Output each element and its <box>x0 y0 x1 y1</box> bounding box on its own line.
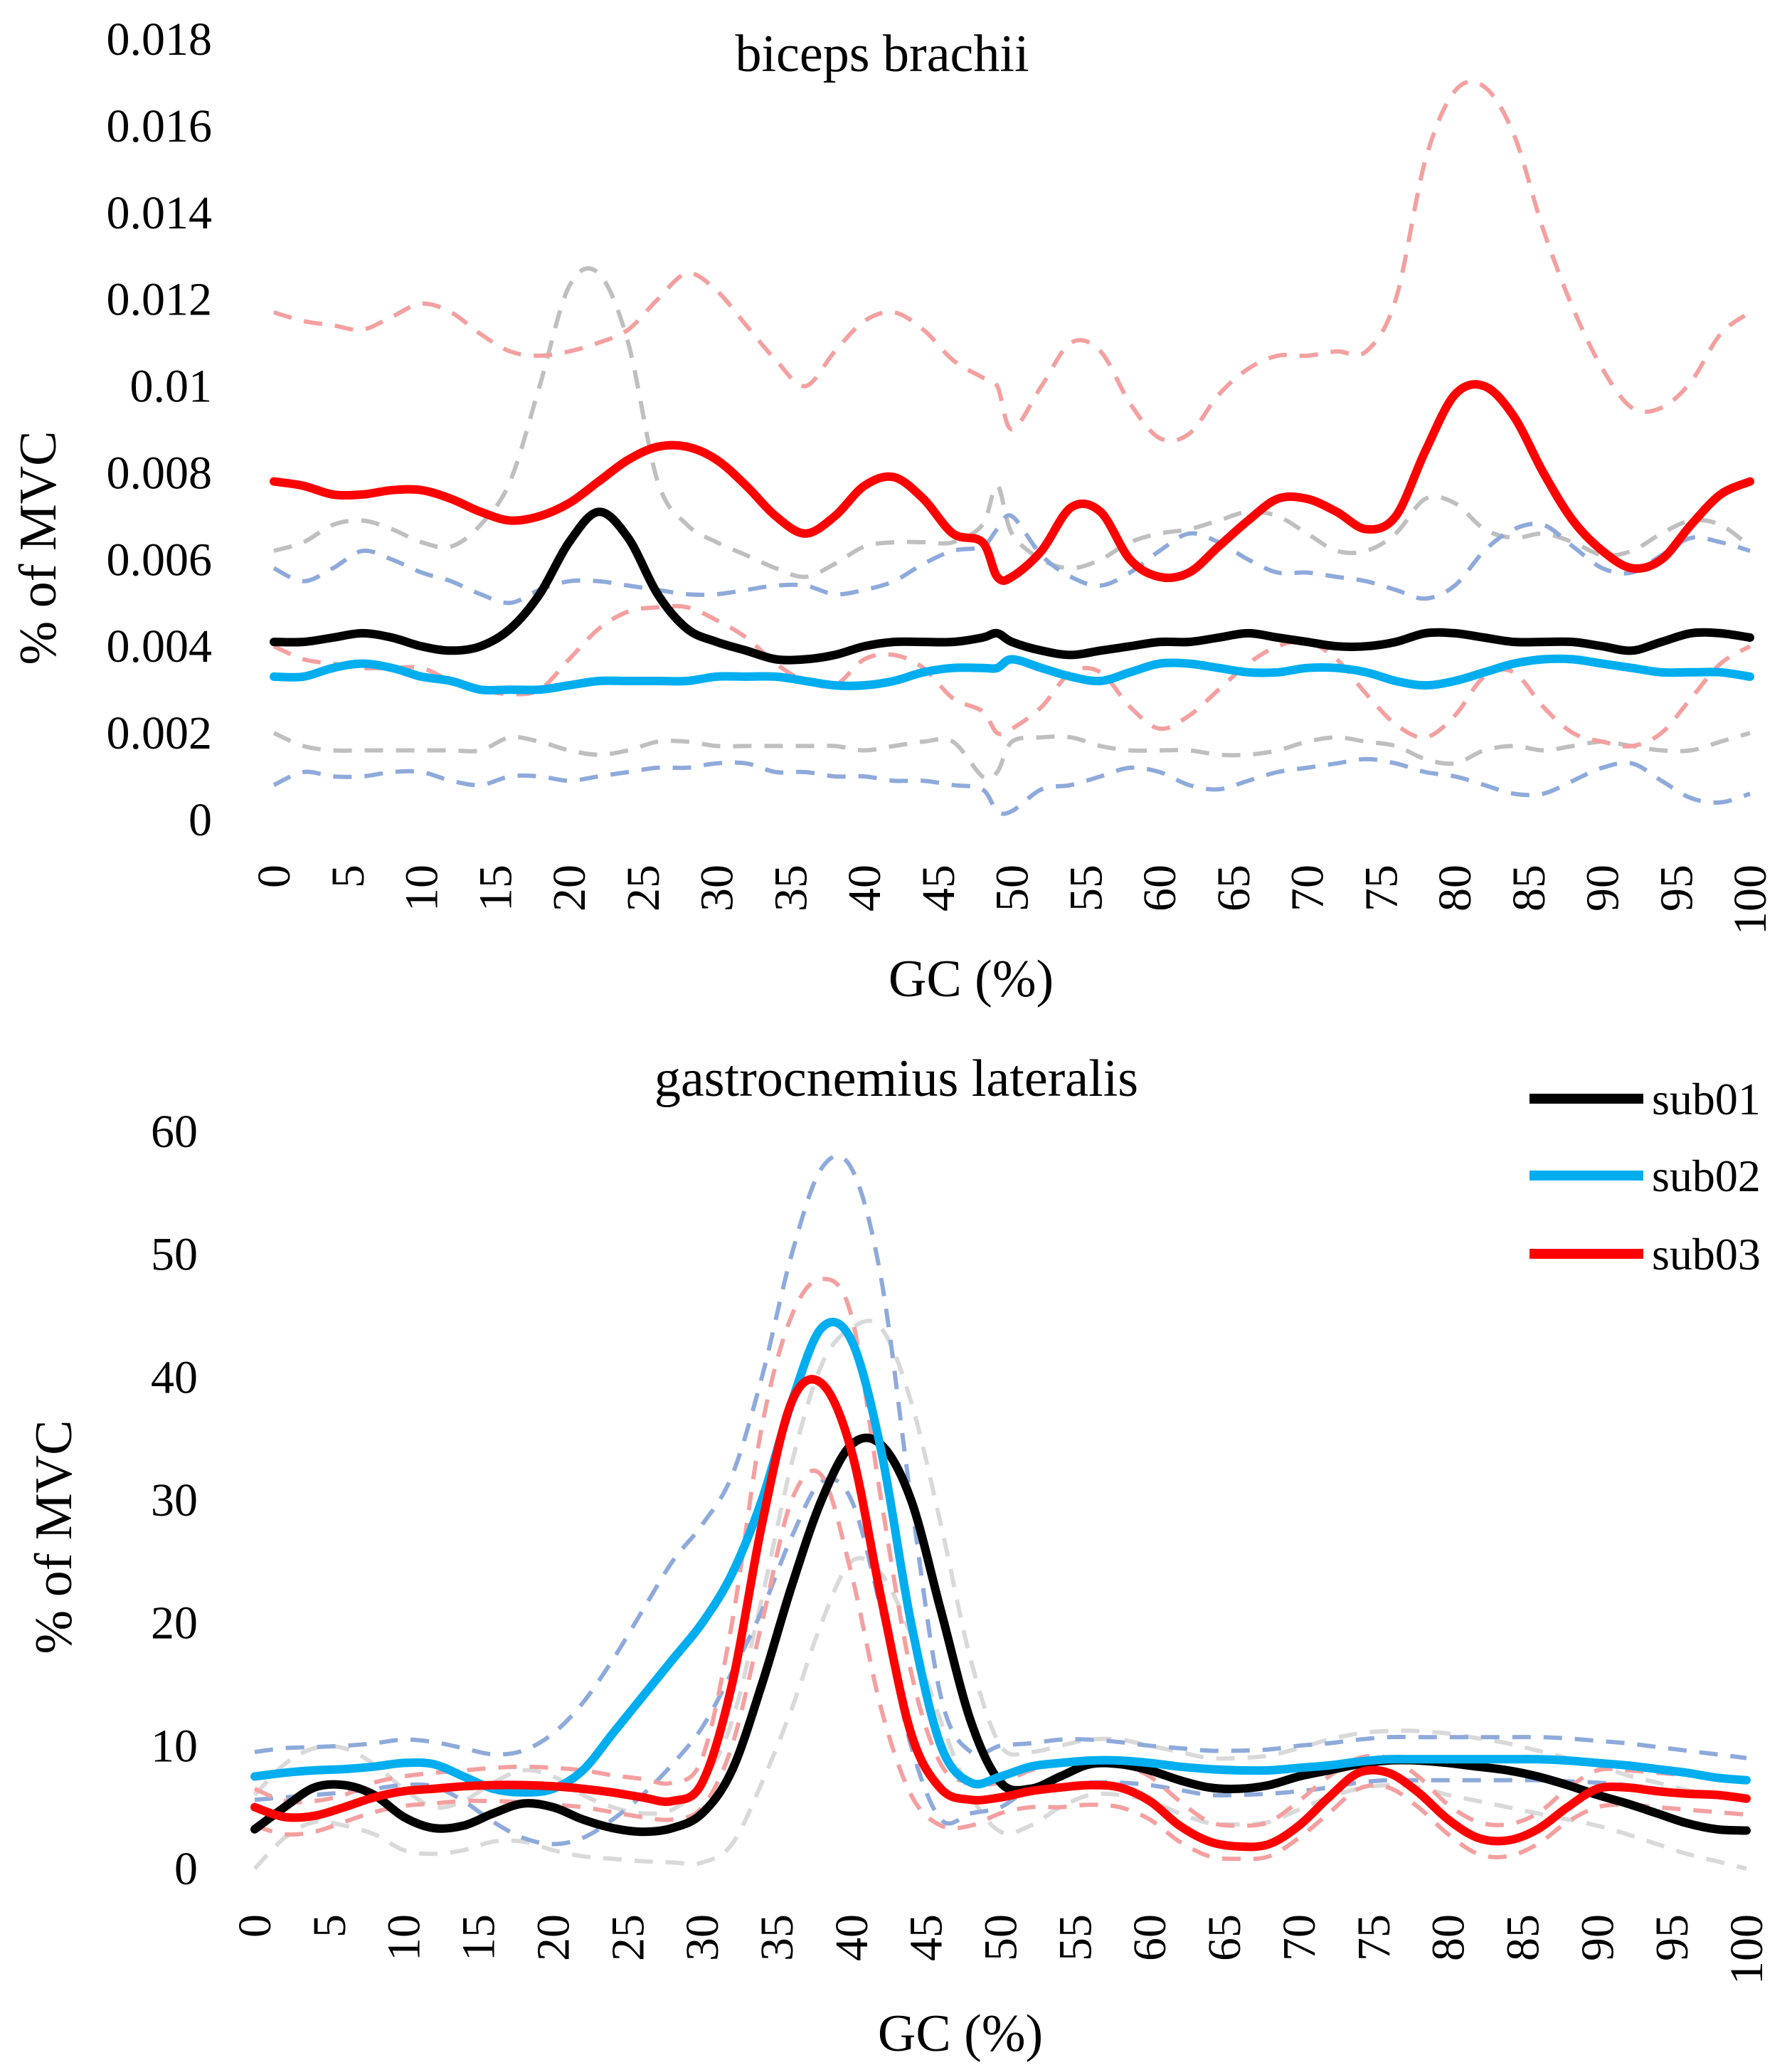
series-line-sub01-sd-upper <box>253 1319 1747 1816</box>
series-line-sub01 <box>270 507 1754 665</box>
x-tick-label: 65 <box>1199 1914 1251 1961</box>
x-tick-label: 95 <box>1650 865 1702 912</box>
y-tick-label: 0.004 <box>107 621 213 672</box>
series-line-sub03 <box>270 380 1754 586</box>
y-tick-label: 0 <box>189 794 212 846</box>
x-tick-labels: 0 5 10 15 20 25 30 35 40 45 50 55 60 65 70 75 80 85 90 95 10… <box>229 1914 1773 1985</box>
x-tick-label: 0 <box>229 1914 281 1938</box>
series-layer <box>270 79 1754 816</box>
x-tick-label: 10 <box>378 1914 430 1961</box>
y-tick-labels: 0 10 20 30 40 50 60 <box>151 1106 198 1895</box>
x-tick-label: 20 <box>527 1914 579 1961</box>
x-tick-label: 45 <box>901 1914 953 1961</box>
series-line-sub02 <box>250 1317 1751 1797</box>
x-tick-label: 55 <box>1060 865 1112 912</box>
series-line-sub02-sd-upper <box>272 513 1751 606</box>
x-tick-label: 35 <box>765 865 817 912</box>
x-tick-label: 75 <box>1348 1914 1400 1961</box>
x-tick-label: 80 <box>1429 865 1481 912</box>
x-tick-label: 15 <box>453 1914 505 1961</box>
y-tick-label: 0.01 <box>130 361 213 413</box>
y-tick-label: 0.006 <box>107 534 213 586</box>
y-tick-label: 0.012 <box>107 274 213 326</box>
x-tick-label: 20 <box>544 865 595 912</box>
x-axis-label: GC (%) <box>878 2005 1043 2063</box>
chart-title: gastrocnemius lateralis <box>654 1050 1138 1108</box>
x-tick-labels: 0 5 10 15 20 25 30 35 40 45 50 55 60 65 70 75 80 85 90 95 10… <box>248 865 1776 935</box>
x-tick-label: 60 <box>1134 865 1186 912</box>
x-tick-label: 25 <box>617 865 669 912</box>
x-tick-label: 75 <box>1355 865 1407 912</box>
y-tick-label: 40 <box>151 1351 198 1403</box>
legend: sub01 sub02 sub03 <box>1529 1074 1761 1279</box>
y-axis-label: % of MVC <box>9 431 68 665</box>
series-line-sub03-sd-lower <box>272 603 1751 749</box>
x-tick-label: 5 <box>304 1914 356 1938</box>
y-tick-label: 0.014 <box>107 187 213 239</box>
series-line-sub03 <box>250 1375 1751 1852</box>
legend-label-sub03: sub03 <box>1652 1229 1761 1279</box>
x-tick-label: 10 <box>396 865 448 912</box>
x-tick-label: 35 <box>751 1914 803 1961</box>
y-tick-label: 0.016 <box>107 100 213 152</box>
x-tick-label: 25 <box>602 1914 654 1961</box>
y-tick-label: 60 <box>151 1106 198 1158</box>
x-tick-label: 70 <box>1273 1914 1325 1961</box>
chart-biceps-brachii: biceps brachii GC (%) % of MVC 0 0.002 0.0… <box>9 14 1776 1008</box>
x-tick-label: 30 <box>677 1914 728 1961</box>
x-tick-label: 90 <box>1577 865 1629 912</box>
x-axis-label: GC (%) <box>889 950 1054 1008</box>
series-layer <box>250 1153 1751 1871</box>
x-tick-label: 5 <box>322 865 374 888</box>
x-tick-label: 60 <box>1124 1914 1176 1961</box>
x-tick-label: 100 <box>1721 1914 1773 1985</box>
x-tick-label: 30 <box>691 865 743 912</box>
series-line-sub02-sd-lower <box>272 756 1751 816</box>
y-tick-label: 30 <box>151 1474 198 1526</box>
x-tick-label: 95 <box>1646 1914 1698 1961</box>
x-tick-label: 40 <box>826 1914 878 1961</box>
series-line-sub01-sd-lower <box>272 731 1751 781</box>
legend-label-sub02: sub02 <box>1652 1151 1761 1201</box>
series-line-sub01 <box>250 1433 1751 1837</box>
y-tick-label: 0.018 <box>107 14 213 65</box>
x-tick-label: 50 <box>975 1914 1027 1961</box>
y-tick-label: 10 <box>151 1720 198 1772</box>
series-line-sub02 <box>270 654 1754 695</box>
x-tick-label: 65 <box>1208 865 1260 912</box>
y-tick-label: 20 <box>151 1598 198 1649</box>
chart-title: biceps brachii <box>736 25 1029 83</box>
legend-label-sub01: sub01 <box>1652 1074 1761 1124</box>
x-tick-label: 70 <box>1282 865 1334 912</box>
x-tick-label: 85 <box>1497 1914 1549 1961</box>
y-tick-label: 0.002 <box>107 707 213 759</box>
x-tick-label: 100 <box>1724 865 1776 935</box>
y-tick-labels: 0 0.002 0.004 0.006 0.008 0.01 0.012 0.014 0.016… <box>107 14 213 846</box>
y-tick-label: 0.008 <box>107 447 213 499</box>
x-tick-label: 0 <box>248 865 300 888</box>
y-tick-label: 50 <box>151 1229 198 1281</box>
series-line-sub03-sd-upper <box>273 79 1751 443</box>
x-tick-label: 50 <box>987 865 1039 912</box>
x-tick-label: 55 <box>1049 1914 1101 1961</box>
chart-gastrocnemius-lateralis: gastrocnemius lateralis GC (%) % of MVC … <box>25 1050 1773 2063</box>
series-line-sub03-sd-upper <box>253 1277 1747 1828</box>
series-line-sub01-sd-lower <box>253 1556 1747 1871</box>
x-tick-label: 90 <box>1571 1914 1623 1961</box>
x-tick-label: 45 <box>913 865 965 912</box>
y-tick-label: 0 <box>174 1843 198 1895</box>
x-tick-label: 80 <box>1423 1914 1475 1961</box>
x-tick-label: 40 <box>839 865 891 912</box>
series-line-sub02-sd-upper <box>254 1153 1747 1760</box>
y-axis-label: % of MVC <box>25 1420 83 1654</box>
x-tick-label: 15 <box>470 865 521 912</box>
series-line-sub01-sd-upper <box>273 266 1751 579</box>
x-tick-label: 85 <box>1503 865 1555 912</box>
